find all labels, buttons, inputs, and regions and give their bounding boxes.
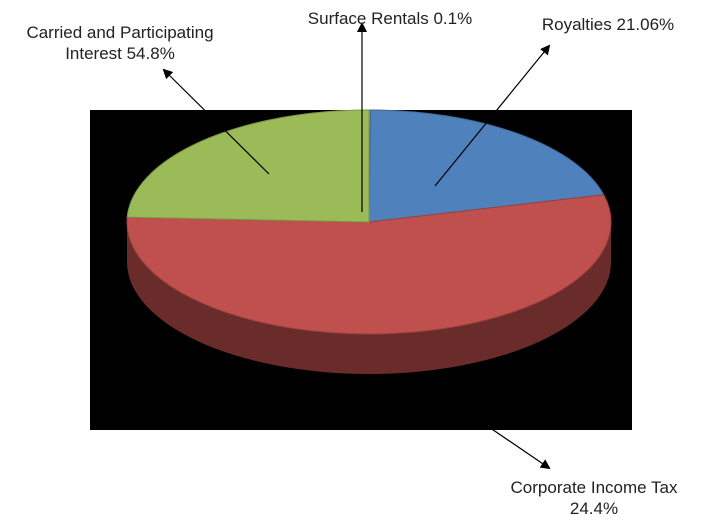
- slice-corporate-income-tax: [126, 109, 370, 223]
- data-label-royalties: Royalties 21.06%: [542, 15, 674, 34]
- data-label-line: Interest 54.8%: [65, 44, 175, 63]
- leader-arrow-corporate-income-tax: [419, 379, 551, 470]
- data-label-corporate-income-tax: Corporate Income Tax 24.4%: [511, 478, 678, 518]
- data-label-line: 24.4%: [570, 499, 618, 518]
- data-label-carried-and-participating-interest: Carried and Participating Interest 54.8%: [26, 23, 213, 63]
- data-label-surface-rentals: Surface Rentals 0.1%: [308, 9, 472, 28]
- slice-carried-and-participating-interest: [126, 194, 612, 335]
- slice-labels: Surface Rentals 0.1% Royalties 21.06% Carr…: [26, 9, 678, 518]
- data-label-line: Surface Rentals 0.1%: [308, 9, 472, 28]
- slice-side-carried-and-participating-interest: [127, 222, 611, 374]
- slice-royalties: [368, 109, 605, 223]
- slice-tops: [126, 109, 612, 335]
- data-label-line: Corporate Income Tax: [511, 478, 678, 497]
- leader-lines: [162, 22, 551, 470]
- leader-arrow-carried-and-participating-interest: [162, 68, 270, 175]
- slice-sides: [127, 222, 611, 374]
- data-label-line: Royalties 21.06%: [542, 15, 674, 34]
- data-label-line: Carried and Participating: [26, 23, 213, 42]
- leader-arrow-royalties: [434, 44, 551, 187]
